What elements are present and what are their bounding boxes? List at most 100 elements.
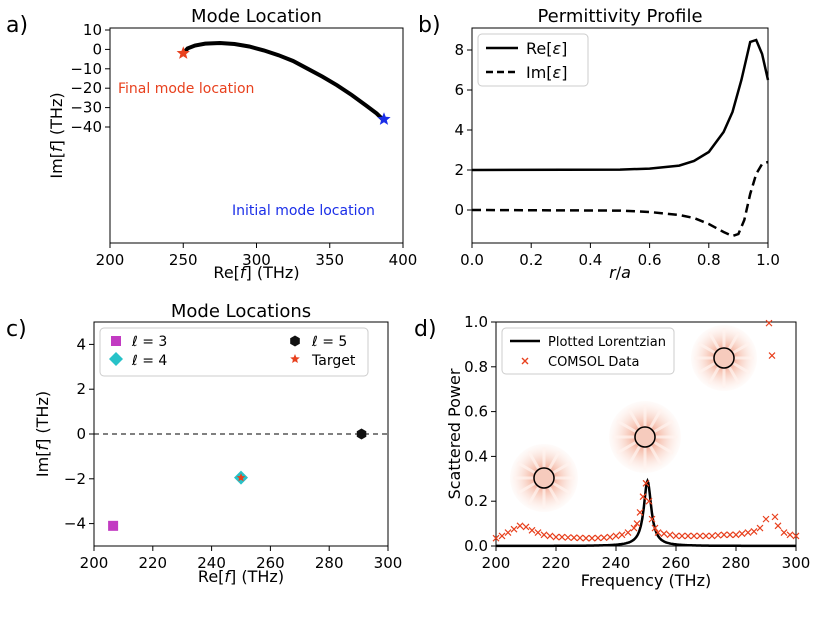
field-inset-lobe	[527, 450, 540, 470]
panel-c-legend	[99, 327, 369, 377]
panel-b-x-tick-label: 0.6	[638, 251, 662, 269]
panel-d-y-tick-label: 0.8	[464, 358, 488, 376]
initial-mode-label: Initial mode location	[232, 203, 375, 219]
field-inset-scatterer-3	[713, 347, 735, 369]
field-inset-lobe	[627, 445, 641, 466]
panel-c-x-tick-label: 260	[256, 554, 285, 572]
comsol-point	[792, 532, 800, 540]
panel-d-x-tick-label: 280	[722, 554, 751, 572]
lorentzian-line	[496, 477, 796, 548]
field-inset-lobe	[707, 331, 720, 350]
panel-d-xlabel: Frequency (THz)	[581, 571, 711, 590]
legend-target-marker	[290, 354, 300, 363]
panel-c-x-tick-label: 240	[197, 554, 226, 572]
panel-b-x-tick-label: 0.8	[697, 251, 721, 269]
panel-d-y-tick-label: 0.2	[464, 492, 488, 510]
field-inset-lobe	[732, 362, 751, 375]
field-inset-lobe	[649, 408, 663, 429]
panel-b-y-tick-label: 6	[454, 81, 464, 99]
panel-a-x-tick-label: 250	[169, 251, 198, 269]
comsol-point	[660, 530, 668, 538]
field-inset-lobe	[616, 441, 637, 455]
comsol-point	[546, 532, 554, 540]
panel-a-x-tick-label: 300	[242, 251, 271, 269]
final-mode-label: Final mode location	[118, 81, 254, 97]
comsol-point	[678, 532, 686, 540]
mode-l3-marker	[108, 520, 119, 531]
panel-b-y-tick-label: 4	[454, 121, 464, 139]
panel-c-label: c)	[6, 317, 27, 342]
comsol-point	[528, 526, 536, 534]
target-marker	[236, 473, 246, 482]
comsol-point	[606, 533, 614, 541]
comsol-point	[762, 515, 770, 523]
panel-b-x-tick-label: 0.2	[519, 251, 543, 269]
legend-lorentzian-label: Plotted Lorentzian	[548, 335, 666, 350]
panel-d-label: d)	[414, 317, 437, 342]
comsol-point	[714, 531, 722, 539]
field-inset-lobe	[516, 482, 536, 495]
panel-d-y-tick-label: 0.6	[464, 403, 488, 421]
panel-c-y-tick-label: 4	[76, 335, 86, 353]
comsol-point	[672, 532, 680, 540]
mode-l5-marker	[356, 428, 367, 440]
panel-d-x-tick-label: 240	[602, 554, 631, 572]
field-inset-lobe	[697, 341, 716, 354]
field-inset-lobe	[707, 366, 720, 385]
comsol-point	[522, 523, 530, 531]
legend-l4-label: ℓ = 4	[131, 353, 167, 369]
legend-comsol-label: COMSOL Data	[548, 355, 639, 370]
initial-mode-star	[377, 112, 391, 125]
field-inset-lobe	[548, 450, 561, 470]
panel-c-x-tick-label: 200	[80, 554, 109, 572]
panel-b-y-tick-label: 8	[454, 41, 464, 59]
comsol-point	[570, 534, 578, 542]
comsol-point	[552, 533, 560, 541]
comsol-point	[780, 529, 788, 536]
field-inset-lobe	[552, 461, 572, 474]
panel-b-y-tick-label: 0	[454, 201, 464, 219]
panel-b-xlabel: r/a	[609, 263, 631, 282]
panel-b: b) Permittivity Profile 0.0 0.2 0.4 0.6 0.8 1.0…	[418, 6, 780, 282]
comsol-point	[732, 531, 740, 539]
panel-d-frame	[495, 321, 797, 547]
panel-a-y-tick-label: −40	[70, 118, 102, 136]
comsol-point	[618, 531, 626, 539]
panel-d-x-tick-label: 260	[662, 554, 691, 572]
legend-re-label: Re[ε]	[526, 39, 567, 58]
panel-b-y-tick-label: 2	[454, 161, 464, 179]
panel-c-xlabel: Re[f] (THz)	[198, 567, 284, 586]
comsol-point	[744, 529, 752, 536]
field-inset-lobe	[728, 366, 741, 385]
panel-c-y-tick-label: −4	[64, 515, 86, 533]
field-inset-lobe	[728, 331, 741, 350]
panel-a: a) Mode Location 200 250 300 350 400 100 −10−20 −…	[6, 6, 417, 282]
comsol-point	[771, 513, 779, 521]
legend-l5-label: ℓ = 5	[311, 334, 347, 350]
panel-c-y-tick-label: −2	[64, 470, 86, 488]
panel-a-y-tick-label: 10	[83, 21, 102, 39]
im-eps-line	[471, 160, 769, 238]
panel-d-x-tick-label: 200	[482, 554, 511, 572]
panel-c-x-tick-label: 220	[138, 554, 167, 572]
trajectory-line	[181, 40, 384, 121]
comsol-point	[702, 532, 710, 540]
comsol-point	[765, 319, 773, 327]
panel-a-title: Mode Location	[191, 6, 322, 27]
comsol-point	[720, 531, 728, 539]
comsol-point	[774, 522, 782, 530]
field-inset-lobe	[653, 441, 674, 455]
legend-target-label: Target	[311, 353, 356, 369]
panel-a-y-tick-label: −20	[70, 79, 102, 97]
panel-c-ylabel: Im[f] (THz)	[33, 391, 52, 477]
comsol-point	[639, 493, 647, 501]
comsol-point	[564, 534, 572, 541]
panel-c-y-tick-label: 2	[76, 380, 86, 398]
panel-d-y-tick-label: 0.0	[464, 537, 488, 555]
final-mode-star	[176, 46, 190, 59]
comsol-point	[636, 508, 644, 516]
panel-d-y-tick-label: 0.4	[464, 447, 488, 465]
legend-im-label: Im[ε]	[526, 63, 567, 82]
comsol-point	[588, 534, 596, 542]
